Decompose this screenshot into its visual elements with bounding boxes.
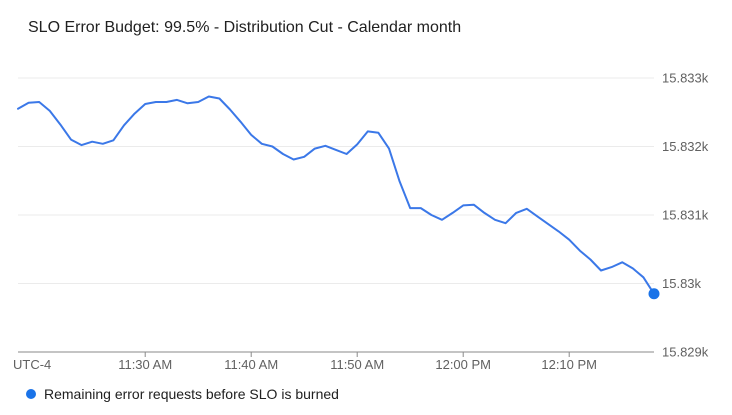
utc-offset-label: UTC-4: [13, 357, 51, 372]
chart-title: SLO Error Budget: 99.5% - Distribution C…: [28, 19, 462, 36]
y-axis-tick-label: 15.832k: [662, 139, 709, 154]
x-axis-tick-label: 12:00 PM: [435, 357, 491, 372]
y-axis-tick-label: 15.831k: [662, 208, 709, 223]
x-axis-tick-label: 11:30 AM: [118, 357, 172, 372]
x-axis-tick-label: 11:50 AM: [330, 357, 384, 372]
y-axis-tick-label: 15.83k: [662, 276, 702, 291]
x-axis-tick-label: 11:40 AM: [224, 357, 278, 372]
legend-item-remaining-errors[interactable]: Remaining error requests before SLO is b…: [26, 386, 339, 402]
y-axis-tick-label: 15.833k: [662, 71, 709, 86]
y-axis-tick-label: 15.829k: [662, 345, 709, 360]
series-color-dot-icon: [26, 389, 36, 399]
x-axis-tick-label: 12:10 PM: [541, 357, 597, 372]
series-end-dot: [648, 288, 660, 300]
legend: Remaining error requests before SLO is b…: [26, 386, 339, 402]
series-line: [17, 95, 655, 295]
legend-series-label: Remaining error requests before SLO is b…: [44, 386, 339, 402]
